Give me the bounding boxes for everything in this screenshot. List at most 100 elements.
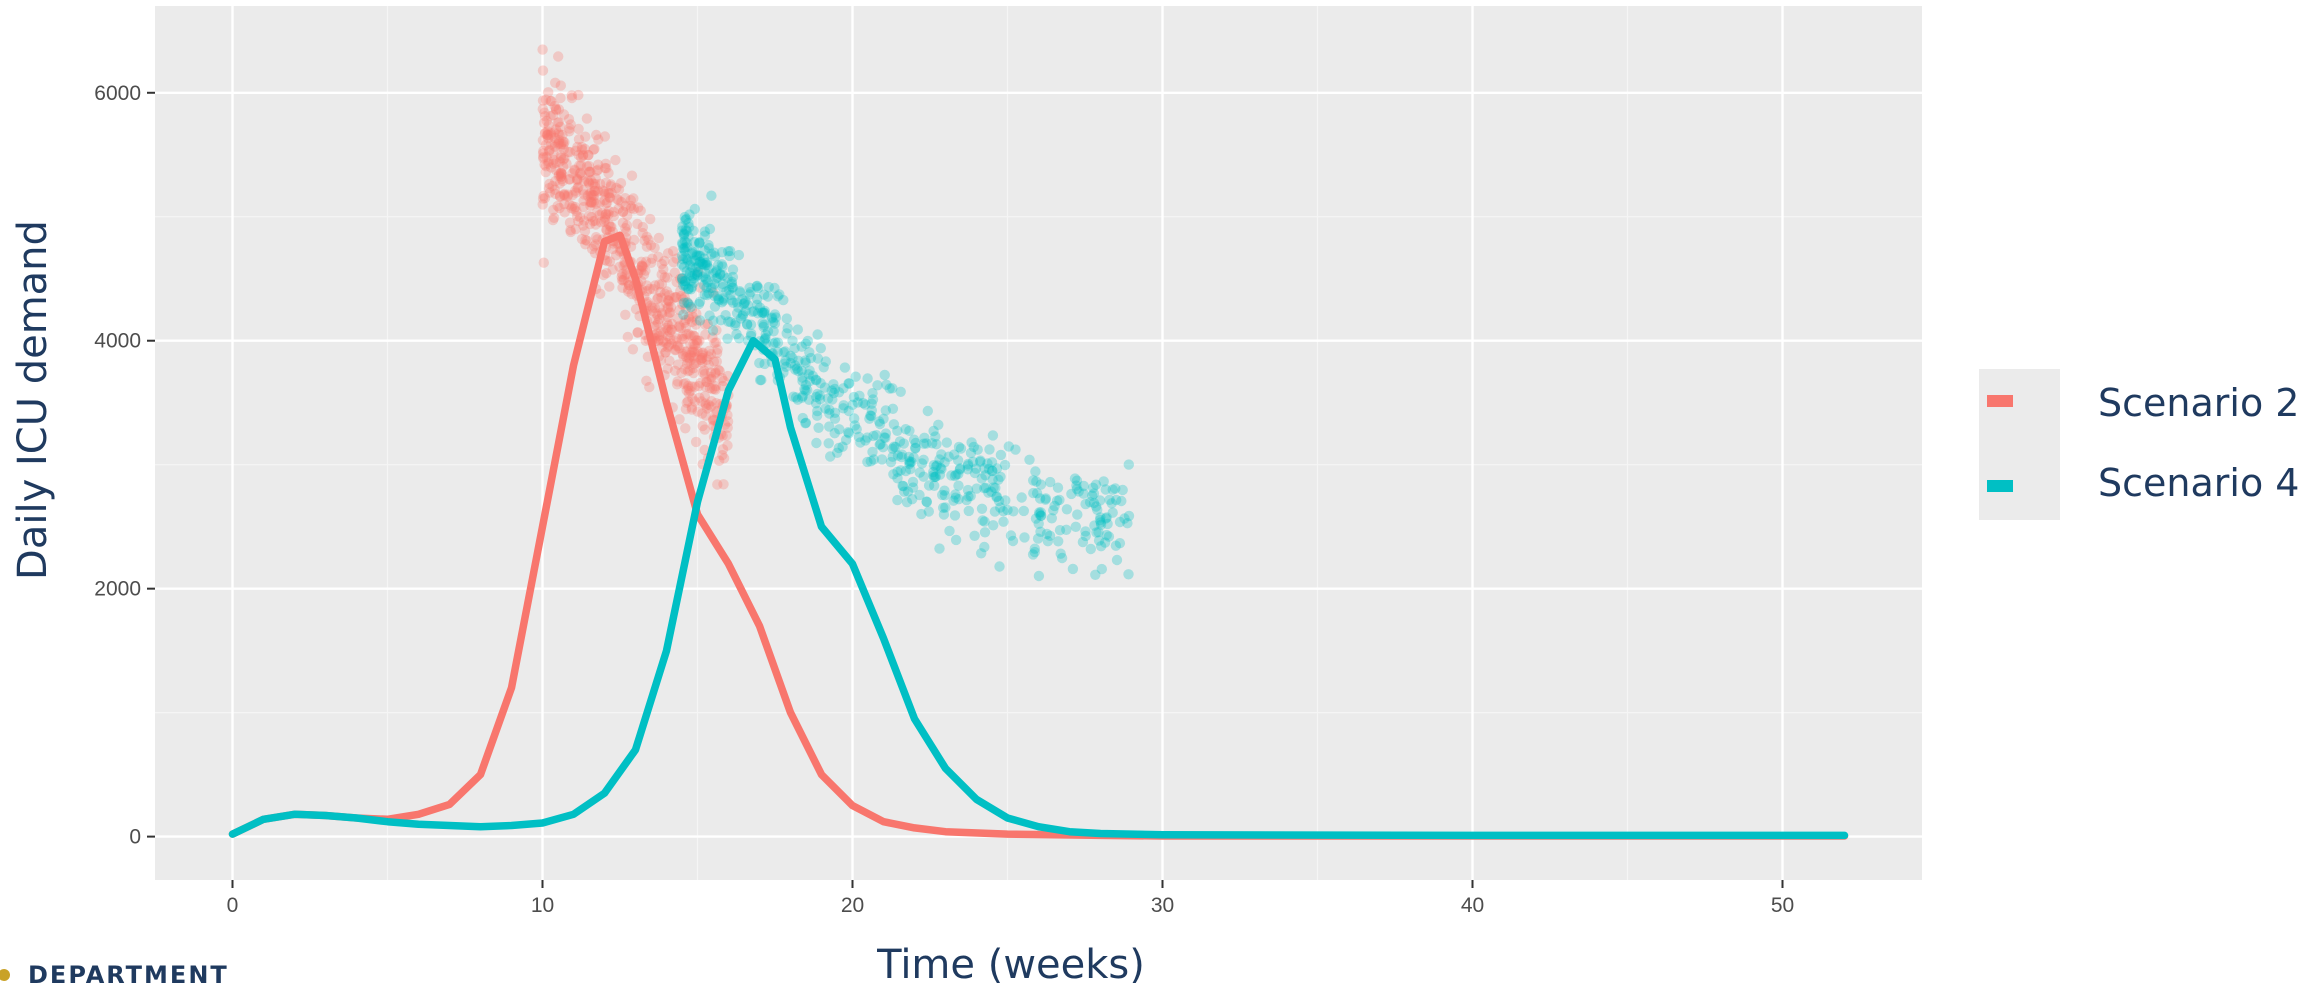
data-point bbox=[802, 385, 813, 396]
axis-ticks: 0 10 20 30 40 50 0 2000 4000 6000 bbox=[94, 82, 1794, 917]
data-point bbox=[970, 463, 982, 474]
data-point bbox=[692, 335, 703, 346]
data-point bbox=[692, 338, 703, 349]
data-point bbox=[655, 326, 666, 337]
data-point bbox=[689, 381, 701, 392]
data-point bbox=[554, 202, 565, 214]
data-point bbox=[991, 491, 1002, 502]
data-point bbox=[600, 198, 612, 209]
data-point bbox=[963, 505, 974, 517]
data-point bbox=[687, 246, 698, 258]
data-point bbox=[604, 192, 615, 203]
data-point bbox=[656, 309, 668, 320]
data-point bbox=[550, 188, 561, 199]
data-point bbox=[538, 117, 550, 129]
data-point bbox=[733, 333, 745, 344]
data-point bbox=[725, 316, 736, 328]
data-point bbox=[540, 94, 552, 106]
data-point bbox=[664, 290, 675, 301]
data-point bbox=[995, 502, 1006, 513]
data-point bbox=[671, 379, 683, 390]
data-point bbox=[678, 228, 689, 239]
data-point bbox=[977, 515, 988, 526]
data-point bbox=[688, 352, 700, 364]
data-point bbox=[820, 403, 831, 414]
data-point bbox=[674, 304, 685, 316]
data-point bbox=[538, 190, 549, 202]
data-point bbox=[675, 273, 686, 284]
data-point bbox=[704, 263, 715, 274]
data-point bbox=[811, 375, 822, 386]
data-point bbox=[578, 175, 590, 187]
data-point bbox=[843, 427, 854, 438]
data-point bbox=[677, 348, 688, 360]
data-point bbox=[701, 259, 713, 271]
data-point bbox=[1123, 569, 1134, 580]
data-point bbox=[689, 203, 700, 215]
data-point bbox=[759, 307, 770, 318]
data-point bbox=[575, 212, 586, 223]
data-point bbox=[573, 89, 584, 101]
data-point bbox=[583, 177, 595, 188]
data-point bbox=[979, 516, 990, 527]
data-point bbox=[694, 335, 705, 346]
data-point bbox=[693, 250, 704, 261]
data-point bbox=[593, 134, 604, 145]
data-point bbox=[633, 202, 644, 213]
data-point bbox=[1054, 494, 1065, 506]
data-point bbox=[550, 103, 562, 115]
data-point bbox=[570, 145, 581, 156]
data-point bbox=[704, 382, 716, 394]
data-point bbox=[538, 257, 549, 268]
data-point bbox=[649, 314, 661, 325]
data-point bbox=[567, 201, 578, 212]
data-point bbox=[590, 215, 601, 226]
scatter-points bbox=[537, 44, 1135, 582]
data-point bbox=[796, 365, 807, 376]
data-point bbox=[584, 196, 595, 208]
data-point bbox=[707, 414, 719, 425]
data-point bbox=[585, 191, 597, 202]
data-point bbox=[910, 437, 921, 449]
data-point bbox=[876, 454, 888, 465]
data-point bbox=[1078, 480, 1089, 492]
data-point bbox=[888, 469, 899, 480]
data-point bbox=[662, 342, 673, 353]
data-point bbox=[875, 438, 886, 450]
data-point bbox=[542, 126, 553, 137]
data-point bbox=[843, 378, 854, 389]
data-point bbox=[1052, 482, 1064, 493]
data-point bbox=[678, 243, 689, 254]
data-point bbox=[682, 355, 693, 366]
data-point bbox=[1111, 494, 1122, 506]
data-point bbox=[544, 178, 555, 190]
data-point bbox=[678, 378, 690, 390]
data-point bbox=[844, 378, 855, 389]
data-point bbox=[683, 313, 695, 324]
data-point bbox=[966, 437, 977, 448]
data-point bbox=[983, 463, 995, 475]
data-point bbox=[810, 398, 822, 409]
x-tick-label: 30 bbox=[1151, 894, 1174, 917]
data-point bbox=[545, 128, 557, 139]
data-point bbox=[955, 443, 967, 454]
data-point bbox=[785, 357, 796, 369]
data-point bbox=[544, 145, 555, 157]
data-point bbox=[709, 251, 721, 262]
data-point bbox=[948, 495, 959, 506]
data-point bbox=[575, 160, 587, 171]
data-point bbox=[787, 352, 798, 364]
data-point bbox=[928, 471, 940, 483]
data-point bbox=[1088, 488, 1100, 499]
data-point bbox=[620, 223, 631, 234]
data-point bbox=[757, 307, 768, 318]
data-point bbox=[688, 330, 699, 341]
data-point bbox=[1029, 543, 1041, 554]
data-point bbox=[1093, 535, 1105, 546]
data-point bbox=[962, 484, 974, 496]
data-point bbox=[557, 175, 568, 187]
data-point bbox=[892, 425, 903, 436]
data-point bbox=[621, 220, 633, 231]
data-point bbox=[751, 293, 763, 305]
data-point bbox=[671, 253, 682, 264]
